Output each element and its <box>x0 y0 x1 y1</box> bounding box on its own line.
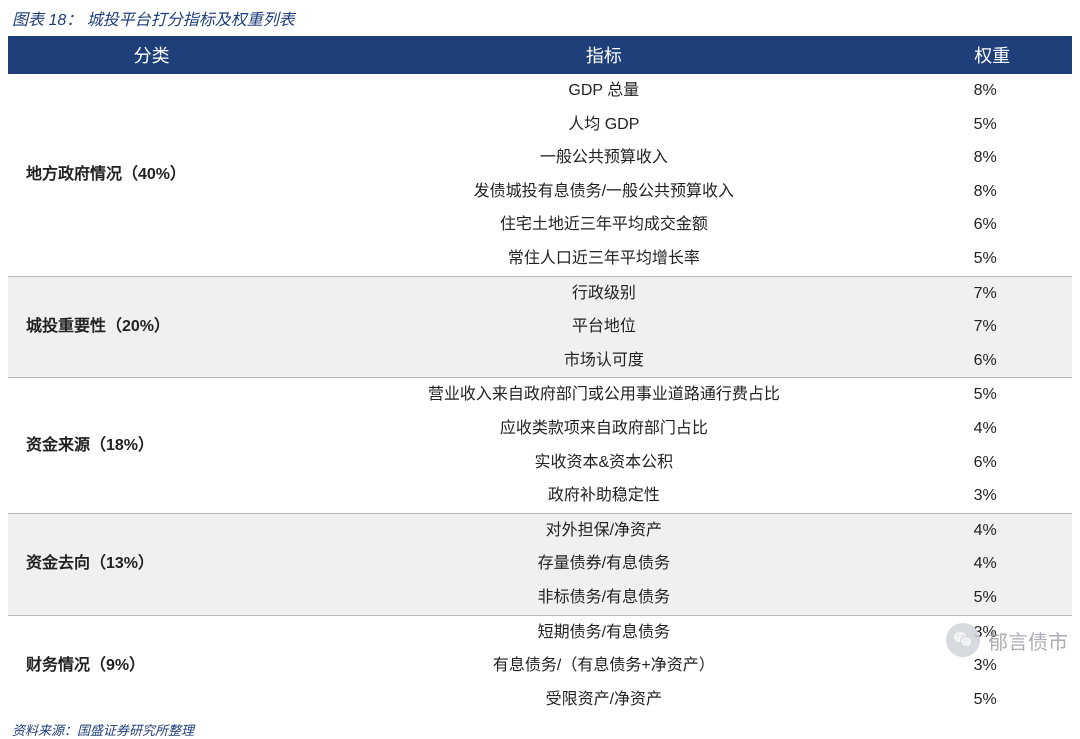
indicator-cell: 市场认可度 <box>295 344 912 378</box>
indicator-cell: 对外担保/净资产 <box>295 513 912 547</box>
weight-cell: 6% <box>912 208 1072 242</box>
category-cell: 财务情况（9%） <box>8 615 295 716</box>
indicator-cell: 营业收入来自政府部门或公用事业道路通行费占比 <box>295 378 912 412</box>
indicator-cell: 常住人口近三年平均增长率 <box>295 242 912 276</box>
col-header-weight: 权重 <box>912 36 1072 74</box>
indicator-cell: 一般公共预算收入 <box>295 141 912 175</box>
indicator-cell: 平台地位 <box>295 310 912 344</box>
weight-cell: 4% <box>912 547 1072 581</box>
table-row: 财务情况（9%）短期债务/有息债务3% <box>8 615 1072 649</box>
table-header-row: 分类 指标 权重 <box>8 36 1072 74</box>
indicator-cell: GDP 总量 <box>295 74 912 108</box>
indicator-cell: 行政级别 <box>295 276 912 310</box>
weight-cell: 7% <box>912 310 1072 344</box>
col-header-category: 分类 <box>8 36 295 74</box>
category-cell: 城投重要性（20%） <box>8 276 295 378</box>
table-row: 资金来源（18%）营业收入来自政府部门或公用事业道路通行费占比5% <box>8 378 1072 412</box>
category-cell: 资金去向（13%） <box>8 513 295 615</box>
weight-cell: 3% <box>912 649 1072 683</box>
indicator-cell: 实收资本&资本公积 <box>295 446 912 480</box>
weight-cell: 3% <box>912 615 1072 649</box>
weight-cell: 5% <box>912 683 1072 717</box>
weight-cell: 8% <box>912 141 1072 175</box>
indicator-cell: 人均 GDP <box>295 108 912 142</box>
title-prefix: 图表 18： <box>12 12 82 29</box>
indicator-cell: 短期债务/有息债务 <box>295 615 912 649</box>
table-row: 城投重要性（20%）行政级别7% <box>8 276 1072 310</box>
indicator-cell: 受限资产/净资产 <box>295 683 912 717</box>
weight-cell: 3% <box>912 479 1072 513</box>
indicator-cell: 非标债务/有息债务 <box>295 581 912 615</box>
indicator-cell: 有息债务/（有息债务+净资产） <box>295 649 912 683</box>
table-row: 资金去向（13%）对外担保/净资产4% <box>8 513 1072 547</box>
category-cell: 资金来源（18%） <box>8 378 295 513</box>
source-label: 资料来源：国盛证券研究所整理 <box>12 720 1072 739</box>
indicator-cell: 存量债券/有息债务 <box>295 547 912 581</box>
table-row: 地方政府情况（40%）GDP 总量8% <box>8 74 1072 108</box>
indicator-cell: 住宅土地近三年平均成交金额 <box>295 208 912 242</box>
title-main: 城投平台打分指标及权重列表 <box>87 12 295 29</box>
indicator-cell: 政府补助稳定性 <box>295 479 912 513</box>
weight-cell: 6% <box>912 344 1072 378</box>
weight-cell: 8% <box>912 175 1072 209</box>
weight-cell: 4% <box>912 513 1072 547</box>
weight-cell: 4% <box>912 412 1072 446</box>
weight-cell: 5% <box>912 581 1072 615</box>
indicator-cell: 发债城投有息债务/一般公共预算收入 <box>295 175 912 209</box>
weight-cell: 7% <box>912 276 1072 310</box>
indicator-cell: 应收类款项来自政府部门占比 <box>295 412 912 446</box>
col-header-indicator: 指标 <box>295 36 912 74</box>
weight-cell: 5% <box>912 242 1072 276</box>
weight-cell: 6% <box>912 446 1072 480</box>
weight-cell: 5% <box>912 108 1072 142</box>
weight-cell: 5% <box>912 378 1072 412</box>
category-cell: 地方政府情况（40%） <box>8 74 295 276</box>
weight-cell: 8% <box>912 74 1072 108</box>
scoring-table: 分类 指标 权重 地方政府情况（40%）GDP 总量8%人均 GDP5%一般公共… <box>8 36 1072 716</box>
table-title: 图表 18： 城投平台打分指标及权重列表 <box>12 6 1072 30</box>
